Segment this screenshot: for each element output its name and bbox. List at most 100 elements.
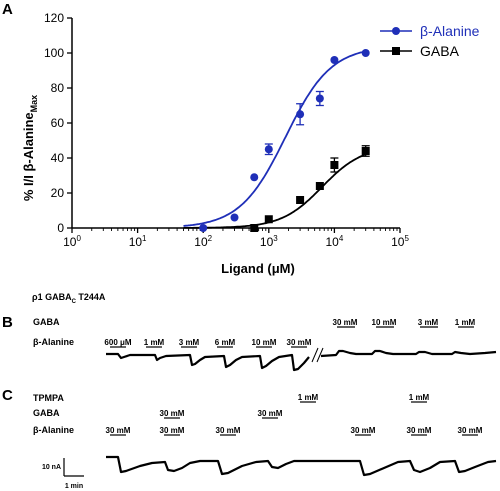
panel-c-row-gaba: GABA (33, 408, 60, 418)
panel-c-beta-pulse: 30 mM (458, 426, 483, 436)
svg-text:10 mM: 10 mM (252, 338, 277, 347)
svg-text:6 mM: 6 mM (215, 338, 236, 347)
panel-b-current-trace (106, 347, 497, 372)
y-tick-label: 80 (51, 81, 65, 95)
y-tick-label: 60 (51, 116, 65, 130)
panel-c-beta-pulse: 30 mM (216, 426, 241, 436)
fit-curves (183, 50, 365, 229)
data-point-square (250, 224, 259, 232)
panel-b-beta-pulse: 6 mM (215, 338, 236, 348)
panel-b-beta-pulse: 3 mM (179, 338, 200, 348)
panel-c-beta-pulse: 30 mM (407, 426, 432, 436)
panel-c-tpmpa-pulse: 1 mM (298, 393, 319, 403)
data-point-circle (199, 224, 208, 232)
x-axis: 100 101 102 103 104 105 (63, 227, 409, 249)
panel-c-gaba-pulse: 30 mM (160, 409, 185, 419)
data-point-circle (361, 49, 370, 57)
svg-text:1 mM: 1 mM (409, 393, 430, 402)
panel-b-beta-pulse: 1 mM (144, 338, 165, 348)
panel-b-beta-pulse: 30 mM (287, 338, 312, 348)
panel-c-current-trace (106, 455, 497, 477)
x-tick-label: 104 (325, 234, 343, 249)
y-axis: 0 20 40 60 80 100 120 (44, 11, 73, 235)
svg-text:10 mM: 10 mM (372, 318, 397, 327)
data-point-square (361, 147, 370, 155)
svg-text:600 μM: 600 μM (104, 338, 131, 347)
data-point-circle (230, 213, 239, 222)
x-tick-label: 100 (63, 234, 81, 249)
data-point-square (330, 161, 339, 169)
svg-text:30 mM: 30 mM (106, 426, 131, 435)
panel-c-beta-pulse: 30 mM (106, 426, 131, 436)
scale-bar: 10 nA 1 min (42, 458, 84, 490)
panel-a-label: A (2, 1, 13, 18)
panel-c-row-tpmpa: TPMPA (33, 393, 64, 403)
scale-current-label: 10 nA (42, 464, 61, 471)
panel-b: ρ1 GABAC T244A B GABA β-Alanine 30 mM 10… (2, 292, 497, 372)
legend-circle-marker (392, 27, 400, 35)
legend-label-beta-alanine: β-Alanine (420, 23, 480, 39)
svg-text:30 mM: 30 mM (407, 426, 432, 435)
svg-text:30 mM: 30 mM (351, 426, 376, 435)
panel-b-beta-pulse: 10 mM (252, 338, 277, 348)
panel-c: C TPMPA GABA β-Alanine 1 mM 1 mM 30 mM 3… (2, 387, 497, 490)
x-tick-label: 102 (194, 234, 212, 249)
data-point-square (315, 182, 324, 190)
x-axis-label: Ligand (μM) (221, 261, 295, 276)
svg-text:3 mM: 3 mM (418, 318, 439, 327)
svg-text:30 mM: 30 mM (258, 409, 283, 418)
panel-c-tpmpa-pulse: 1 mM (409, 393, 430, 403)
panel-b-row-beta-alanine: β-Alanine (33, 337, 74, 347)
panel-b-header: ρ1 GABAC T244A (32, 292, 106, 305)
panel-c-beta-pulse: 30 mM (160, 426, 185, 436)
panel-c-gaba-pulse: 30 mM (258, 409, 283, 419)
y-tick-label: 0 (57, 221, 64, 235)
legend: β-Alanine GABA (380, 23, 480, 59)
svg-text:30 mM: 30 mM (333, 318, 358, 327)
y-tick-label: 40 (51, 151, 65, 165)
data-point-circle (264, 145, 273, 154)
panel-c-label: C (2, 387, 13, 404)
scale-time-label: 1 min (65, 483, 83, 490)
legend-square-marker (392, 47, 400, 55)
panel-b-gaba-pulse: 30 mM (333, 318, 358, 328)
data-point-circle (296, 110, 305, 119)
data-point-square (296, 196, 305, 204)
svg-text:30 mM: 30 mM (160, 409, 185, 418)
data-points (199, 49, 370, 232)
svg-text:30 mM: 30 mM (287, 338, 312, 347)
panel-b-label: B (2, 314, 13, 331)
legend-item-beta-alanine: β-Alanine (380, 23, 480, 39)
data-point-circle (250, 173, 259, 182)
panel-c-row-beta-alanine: β-Alanine (33, 425, 74, 435)
data-point-circle (330, 56, 339, 64)
panel-c-beta-pulse: 30 mM (351, 426, 376, 436)
x-tick-label: 103 (260, 234, 278, 249)
y-axis-label: % I/I β-AlanineMax (21, 95, 39, 201)
legend-label-gaba: GABA (420, 43, 460, 59)
data-point-square (264, 215, 273, 224)
panel-b-row-gaba: GABA (33, 317, 60, 327)
panel-b-gaba-pulse: 10 mM (372, 318, 397, 328)
svg-text:1 mM: 1 mM (455, 318, 476, 327)
legend-item-gaba: GABA (380, 43, 460, 59)
x-tick-label: 105 (391, 234, 409, 249)
svg-text:30 mM: 30 mM (160, 426, 185, 435)
svg-text:30 mM: 30 mM (216, 426, 241, 435)
y-tick-label: 20 (51, 186, 65, 200)
svg-text:3 mM: 3 mM (179, 338, 200, 347)
panel-b-beta-pulse: 600 μM (104, 338, 132, 348)
svg-text:30 mM: 30 mM (458, 426, 483, 435)
x-tick-label: 101 (129, 234, 147, 249)
y-tick-label: 120 (44, 11, 64, 25)
data-point-circle (315, 94, 324, 103)
panel-b-gaba-pulse: 1 mM (455, 318, 476, 328)
concentration-response-plot: 0 20 40 60 80 100 120 100 101 102 103 104 105 (44, 11, 409, 249)
fit-curve (183, 153, 365, 229)
panel-b-gaba-pulse: 3 mM (418, 318, 439, 328)
fit-curve (183, 50, 365, 227)
svg-text:1 mM: 1 mM (144, 338, 165, 347)
y-tick-label: 100 (44, 46, 64, 60)
svg-text:1 mM: 1 mM (298, 393, 319, 402)
